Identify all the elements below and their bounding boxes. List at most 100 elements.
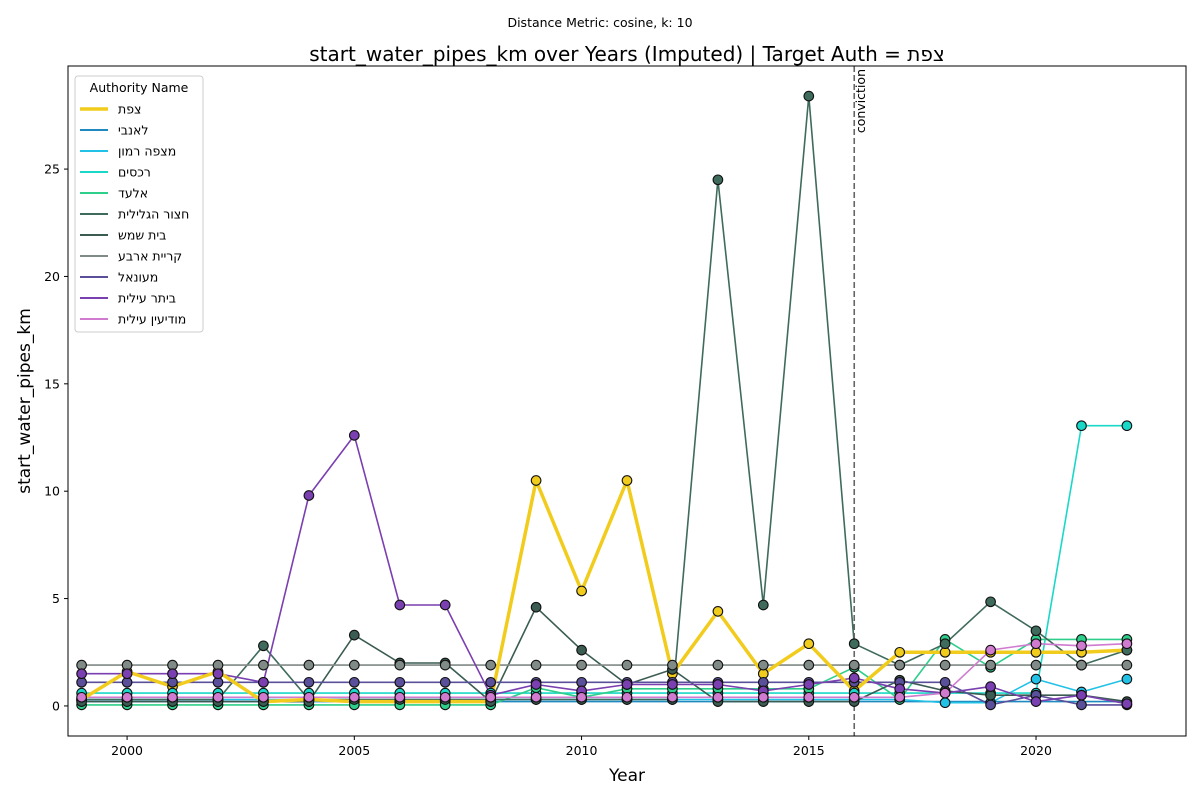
data-point-9-2000 bbox=[121, 668, 133, 680]
plot-frame bbox=[67, 65, 1187, 737]
data-point-7-2016 bbox=[848, 659, 860, 671]
conviction-annotation: conviction bbox=[853, 66, 868, 736]
data-point-2-2020 bbox=[1030, 673, 1042, 685]
data-point-10-2019 bbox=[985, 644, 996, 656]
data-point-10-2005 bbox=[348, 691, 360, 703]
data-point-7-2019 bbox=[985, 659, 996, 671]
data-point-7-2006 bbox=[394, 659, 406, 671]
x-tick-label-2010: 2010 bbox=[566, 743, 598, 758]
legend-label-6: בית שמש bbox=[118, 228, 166, 243]
data-point-9-1999 bbox=[76, 668, 87, 680]
data-point-5-2020 bbox=[1030, 625, 1042, 637]
data-point-5-2015 bbox=[803, 90, 815, 102]
data-point-0-2010 bbox=[576, 585, 587, 597]
legend-box bbox=[74, 75, 204, 333]
data-point-7-2020 bbox=[1030, 659, 1042, 671]
conviction-label: conviction bbox=[853, 69, 868, 133]
data-point-2-2018 bbox=[939, 697, 951, 709]
y-axis-label: start_water_pipes_km bbox=[15, 308, 35, 494]
data-point-7-2013 bbox=[712, 659, 724, 671]
data-point-7-2009 bbox=[530, 659, 542, 671]
data-point-9-2012 bbox=[667, 679, 678, 690]
data-point-8-2006 bbox=[394, 676, 406, 688]
data-point-8-2019 bbox=[985, 699, 996, 711]
data-point-8-2021 bbox=[1076, 699, 1087, 711]
data-point-7-2018 bbox=[939, 659, 951, 671]
data-point-7-2022 bbox=[1121, 659, 1133, 671]
data-point-5-2019 bbox=[985, 596, 996, 608]
data-point-7-2005 bbox=[348, 659, 360, 671]
y-tick-label-15: 15 bbox=[44, 376, 60, 391]
data-point-7-2021 bbox=[1076, 659, 1087, 671]
legend: Authority Name צפת לאנבי מצפה רמון רכסים אלע… bbox=[74, 75, 204, 333]
data-point-9-2005 bbox=[348, 430, 360, 441]
data-point-7-2003 bbox=[258, 659, 269, 671]
data-point-8-2008 bbox=[485, 676, 497, 688]
series-line-4 bbox=[81, 638, 1127, 706]
plot-lines bbox=[80, 95, 1128, 706]
data-point-9-2019 bbox=[985, 681, 996, 692]
chart-title: start_water_pipes_km over Years (Imputed… bbox=[309, 42, 944, 66]
data-point-7-2017 bbox=[894, 659, 906, 671]
legend-label-4: אלעד bbox=[118, 186, 148, 201]
data-point-7-2015 bbox=[803, 659, 815, 671]
data-point-0-2011 bbox=[621, 475, 633, 486]
data-point-5-2018 bbox=[939, 638, 951, 650]
legend-label-0: צפת bbox=[118, 102, 141, 117]
legend-label-9: ביתר עילית bbox=[118, 291, 176, 306]
data-point-9-2011 bbox=[621, 679, 633, 690]
data-point-9-2007 bbox=[439, 599, 451, 611]
data-point-3-2021 bbox=[1076, 420, 1087, 432]
data-point-10-2016 bbox=[848, 691, 860, 703]
x-tick-label-2000: 2000 bbox=[111, 743, 143, 758]
data-point-0-2015 bbox=[803, 638, 815, 650]
data-point-10-1999 bbox=[76, 691, 87, 703]
series-line-5 bbox=[81, 95, 1128, 701]
data-point-10-2001 bbox=[167, 691, 178, 703]
data-point-10-2003 bbox=[258, 691, 269, 703]
data-point-9-2021 bbox=[1076, 689, 1087, 701]
data-point-0-2009 bbox=[530, 475, 542, 486]
data-point-10-2009 bbox=[530, 691, 542, 703]
y-tick-label-5: 5 bbox=[52, 591, 60, 606]
data-point-9-2001 bbox=[167, 668, 178, 680]
legend-label-5: חצור הגלילית bbox=[118, 207, 189, 222]
data-point-5-2003 bbox=[258, 640, 269, 652]
data-point-10-2014 bbox=[757, 691, 769, 703]
y-tick-label-25: 25 bbox=[44, 162, 60, 177]
data-point-10-2008 bbox=[485, 691, 497, 703]
data-point-9-2022 bbox=[1121, 698, 1133, 710]
chart-suptitle: Distance Metric: cosine, k: 10 bbox=[507, 15, 692, 30]
legend-label-7: קריית ארבע bbox=[118, 249, 182, 264]
data-point-9-2013 bbox=[712, 679, 724, 690]
data-point-8-2018 bbox=[939, 676, 951, 688]
data-point-5-2014 bbox=[757, 599, 769, 611]
y-axis: 0 5 10 15 20 25 bbox=[44, 162, 68, 713]
data-point-8-2007 bbox=[439, 676, 451, 688]
data-point-9-2002 bbox=[212, 668, 224, 680]
data-point-3-2022 bbox=[1121, 420, 1133, 432]
data-point-10-2018 bbox=[939, 687, 951, 699]
legend-label-1: לאנבי bbox=[118, 123, 149, 138]
data-point-10-2010 bbox=[576, 691, 587, 703]
x-axis-label: Year bbox=[608, 766, 645, 786]
data-point-6-2009 bbox=[530, 601, 542, 613]
data-point-2-2022 bbox=[1121, 673, 1133, 685]
data-point-8-2005 bbox=[348, 676, 360, 688]
data-point-7-2007 bbox=[439, 659, 451, 671]
data-point-9-2009 bbox=[530, 679, 542, 690]
data-point-10-2020 bbox=[1030, 638, 1042, 650]
data-point-9-2016 bbox=[848, 672, 860, 684]
data-point-8-2004 bbox=[303, 676, 315, 688]
data-point-10-2017 bbox=[894, 691, 906, 703]
data-point-5-2016 bbox=[848, 638, 860, 650]
x-axis: 2000 2005 2010 2015 2020 bbox=[111, 736, 1052, 758]
data-point-7-2010 bbox=[576, 659, 587, 671]
data-point-0-2017 bbox=[894, 646, 906, 658]
data-point-7-2011 bbox=[621, 659, 633, 671]
data-point-10-2002 bbox=[212, 691, 224, 703]
legend-title: Authority Name bbox=[90, 80, 189, 95]
y-tick-label-0: 0 bbox=[52, 698, 60, 713]
data-point-10-2000 bbox=[121, 691, 133, 703]
data-point-6-2005 bbox=[348, 629, 360, 641]
